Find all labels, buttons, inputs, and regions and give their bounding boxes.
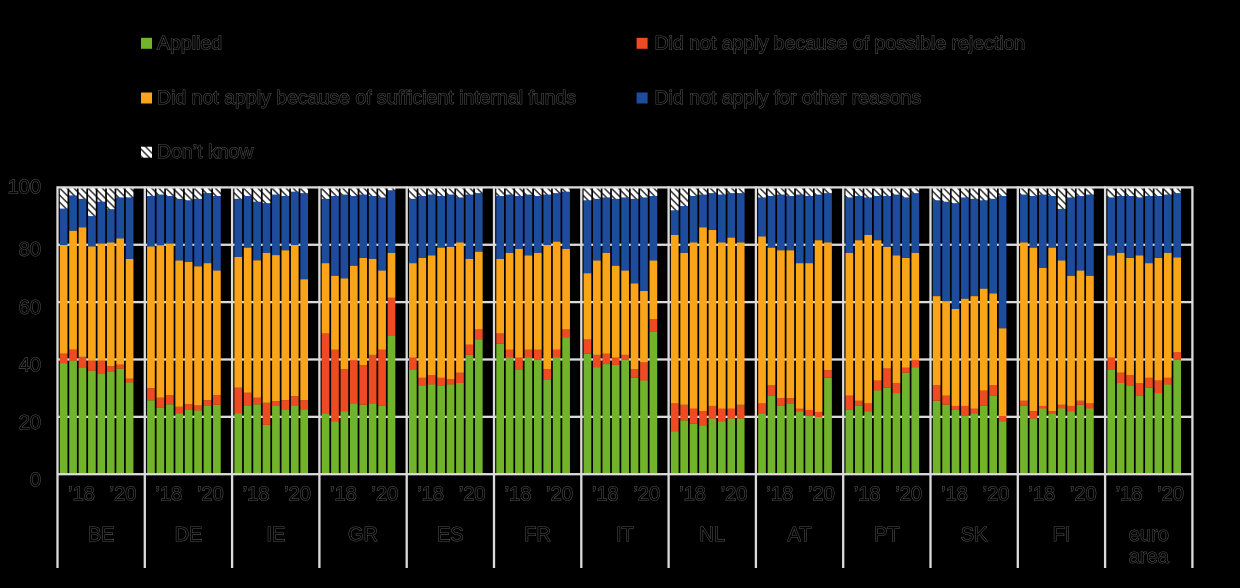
svg-text:’20: ’20: [633, 484, 660, 506]
svg-text:’20: ’20: [983, 484, 1010, 506]
svg-text:SK: SK: [961, 524, 988, 546]
svg-text:’18: ’18: [417, 484, 444, 506]
svg-text:’18: ’18: [767, 484, 794, 506]
svg-text:’20: ’20: [110, 484, 137, 506]
svg-text:PT: PT: [874, 524, 900, 546]
svg-text:’18: ’18: [854, 484, 881, 506]
svg-text:’20: ’20: [459, 484, 486, 506]
svg-text:40: 40: [19, 355, 41, 377]
svg-text:’20: ’20: [372, 484, 399, 506]
svg-text:BE: BE: [88, 524, 115, 546]
svg-text:0: 0: [30, 470, 41, 492]
svg-text:’20: ’20: [1070, 484, 1097, 506]
svg-text:’18: ’18: [679, 484, 706, 506]
svg-text:FR: FR: [524, 524, 551, 546]
svg-text:area: area: [1129, 546, 1170, 568]
svg-text:AT: AT: [787, 524, 811, 546]
svg-text:’18: ’18: [505, 484, 532, 506]
svg-text:Did not apply because of possi: Did not apply because of possible reject…: [655, 32, 1026, 54]
svg-text:’20: ’20: [284, 484, 311, 506]
svg-text:Don’t know: Don’t know: [157, 141, 254, 163]
svg-text:’20: ’20: [808, 484, 835, 506]
svg-text:IT: IT: [616, 524, 634, 546]
svg-text:GR: GR: [348, 524, 378, 546]
svg-text:’18: ’18: [155, 484, 182, 506]
svg-text:60: 60: [19, 297, 41, 319]
svg-text:FI: FI: [1053, 524, 1071, 546]
svg-text:’18: ’18: [1116, 484, 1143, 506]
svg-text:’20: ’20: [1157, 484, 1184, 506]
svg-text:Did not apply for other reason: Did not apply for other reasons: [655, 87, 922, 109]
svg-text:’18: ’18: [1028, 484, 1055, 506]
svg-text:’20: ’20: [197, 484, 224, 506]
svg-text:Did not apply because of suffi: Did not apply because of sufficient inte…: [157, 87, 576, 109]
svg-text:NL: NL: [699, 524, 725, 546]
svg-text:100: 100: [8, 177, 41, 199]
svg-text:’18: ’18: [243, 484, 270, 506]
svg-text:’18: ’18: [941, 484, 968, 506]
svg-text:’18: ’18: [68, 484, 95, 506]
svg-text:ES: ES: [437, 524, 464, 546]
svg-text:20: 20: [19, 412, 41, 434]
svg-text:Applied: Applied: [157, 32, 222, 54]
svg-text:’18: ’18: [330, 484, 357, 506]
svg-text:IE: IE: [266, 524, 285, 546]
svg-text:DE: DE: [175, 524, 203, 546]
svg-text:euro: euro: [1129, 524, 1169, 546]
svg-text:’20: ’20: [895, 484, 922, 506]
svg-text:’20: ’20: [721, 484, 748, 506]
svg-text:’20: ’20: [546, 484, 573, 506]
svg-text:’18: ’18: [592, 484, 619, 506]
svg-text:80: 80: [19, 239, 41, 261]
